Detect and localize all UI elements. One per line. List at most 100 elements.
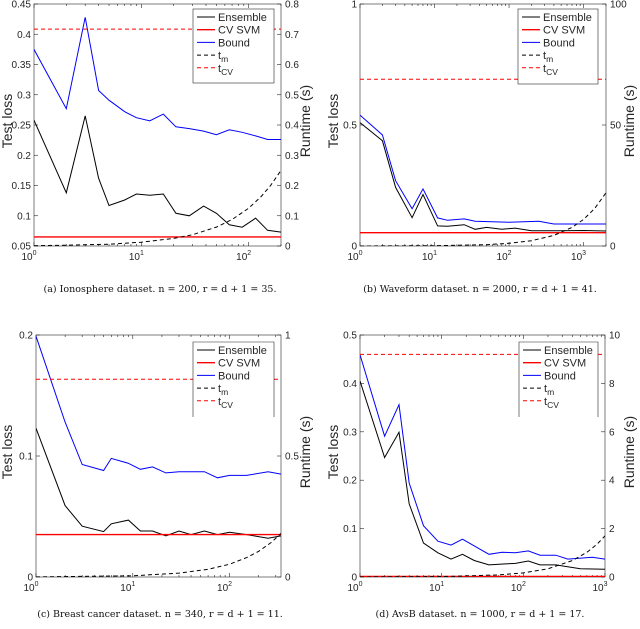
legend-label-subscript: CV bbox=[221, 67, 233, 77]
y2-tick-label: 50 bbox=[610, 121, 622, 132]
x-tick-label: 101 bbox=[422, 250, 437, 263]
y-tick-label: 0 bbox=[351, 573, 357, 584]
x-tick-label: 100 bbox=[347, 250, 362, 263]
y2-tick-label: 0.8 bbox=[285, 0, 299, 11]
y2-tick-label: 0.6 bbox=[285, 60, 299, 71]
legend-label: Bound bbox=[218, 370, 250, 382]
legend-label: t bbox=[543, 63, 546, 75]
legend-label: Ensemble bbox=[544, 345, 593, 357]
series-line-t-m bbox=[36, 533, 281, 577]
legend-entry: tm bbox=[544, 383, 554, 397]
x-tick-base: 10 bbox=[347, 252, 359, 263]
x-tick-base: 10 bbox=[429, 583, 441, 594]
legend-entry: Ensemble bbox=[543, 12, 592, 24]
series-line-ensemble bbox=[34, 115, 281, 233]
legend-entry: tCV bbox=[218, 63, 233, 77]
x-tick-base: 10 bbox=[120, 583, 132, 594]
x-tick-base: 10 bbox=[497, 252, 509, 263]
x-tick-exponent: 1 bbox=[131, 581, 135, 588]
y2-tick-label: 0.5 bbox=[285, 90, 299, 101]
legend-box bbox=[517, 8, 599, 85]
y-tick-label: 0.05 bbox=[12, 242, 32, 253]
y2-axis-label: Runtime (s) bbox=[297, 85, 313, 157]
series-line-bound bbox=[360, 354, 605, 560]
subplot-caption: (d) AvsB dataset. n = 1000, r = d + 1 = … bbox=[376, 609, 585, 620]
legend-label: Bound bbox=[544, 370, 576, 382]
series-line-ensemble bbox=[360, 380, 605, 570]
y-axis-label: Test loss bbox=[0, 425, 15, 479]
legend-entry: Ensemble bbox=[218, 345, 267, 357]
x-tick-label: 101 bbox=[429, 581, 444, 594]
y-tick-label: 0.4 bbox=[17, 30, 31, 41]
legend-box bbox=[519, 342, 598, 417]
x-tick-base: 10 bbox=[217, 583, 229, 594]
legend-box bbox=[193, 342, 274, 417]
legend-label: CV SVM bbox=[218, 358, 260, 370]
y2-tick-label: 0 bbox=[285, 242, 291, 253]
y2-tick-label: 0.7 bbox=[285, 30, 299, 41]
y-tick-label: 0.4 bbox=[343, 379, 357, 390]
x-tick-label: 101 bbox=[120, 581, 135, 594]
subplot-caption: (a) Ionosphere dataset. n = 200, r = d +… bbox=[44, 284, 277, 295]
x-tick-label: 103 bbox=[571, 250, 586, 263]
legend-entry: tCV bbox=[544, 396, 559, 410]
legend-entry: tm bbox=[218, 383, 228, 397]
x-tick-exponent: 2 bbox=[522, 581, 526, 588]
y2-tick-label: 2 bbox=[609, 524, 615, 535]
legend-label-subscript: m bbox=[547, 387, 554, 397]
y2-tick-label: 0 bbox=[285, 573, 291, 584]
y-tick-label: 0.45 bbox=[12, 0, 32, 11]
series-line-bound bbox=[36, 336, 281, 479]
y2-tick-label: 1 bbox=[285, 331, 291, 342]
legend-label: Bound bbox=[543, 37, 575, 49]
x-tick-label: 100 bbox=[347, 581, 362, 594]
subplot-caption: (c) Breast cancer dataset. n = 340, r = … bbox=[37, 609, 283, 620]
legend-border bbox=[518, 341, 599, 417]
x-tick-base: 10 bbox=[571, 252, 583, 263]
y2-tick-label: 4 bbox=[609, 476, 615, 487]
y-tick-label: 0.1 bbox=[17, 211, 31, 222]
legend-entry: Ensemble bbox=[218, 12, 267, 24]
x-tick-exponent: 0 bbox=[33, 250, 37, 257]
legend-label-subscript: m bbox=[221, 387, 228, 397]
x-tick-exponent: 0 bbox=[359, 250, 363, 257]
x-tick-base: 10 bbox=[592, 583, 604, 594]
legend-entry: Bound bbox=[544, 370, 576, 382]
y2-tick-label: 0.2 bbox=[285, 181, 299, 192]
legend-entry: tm bbox=[543, 50, 553, 64]
y-tick-label: 0.35 bbox=[12, 60, 32, 71]
legend-box bbox=[192, 8, 275, 84]
x-tick-label: 100 bbox=[23, 581, 38, 594]
legend-label: t bbox=[218, 50, 221, 62]
y-tick-label: 0.2 bbox=[19, 331, 33, 342]
series-line-t-m bbox=[360, 192, 606, 246]
legend-label: t bbox=[544, 383, 547, 395]
x-tick-label: 102 bbox=[217, 581, 232, 594]
y-tick-label: 0.3 bbox=[17, 90, 31, 101]
legend-entry: Bound bbox=[543, 37, 575, 49]
y-tick-label: 0.2 bbox=[343, 476, 357, 487]
legend-border bbox=[192, 341, 275, 417]
y-tick-label: 0.25 bbox=[12, 121, 32, 132]
legend-label: t bbox=[544, 396, 547, 408]
legend-entry: Bound bbox=[218, 370, 250, 382]
y2-tick-label: 6 bbox=[609, 427, 615, 438]
x-tick-exponent: 1 bbox=[433, 250, 437, 257]
x-tick-label: 101 bbox=[129, 250, 144, 263]
legend-label: Ensemble bbox=[218, 345, 267, 357]
x-tick-exponent: 2 bbox=[247, 250, 251, 257]
legend-entry: tCV bbox=[543, 63, 558, 77]
series-line-t-m bbox=[34, 170, 281, 246]
legend-label: CV SVM bbox=[218, 25, 260, 37]
y-tick-label: 0.1 bbox=[19, 452, 33, 463]
y2-axis-label: Runtime (s) bbox=[297, 416, 313, 488]
x-tick-base: 10 bbox=[511, 583, 523, 594]
y-tick-label: 0.5 bbox=[343, 121, 357, 132]
legend-entry: Bound bbox=[218, 37, 250, 49]
y2-tick-label: 0.3 bbox=[285, 151, 299, 162]
series-line-bound bbox=[34, 17, 281, 140]
